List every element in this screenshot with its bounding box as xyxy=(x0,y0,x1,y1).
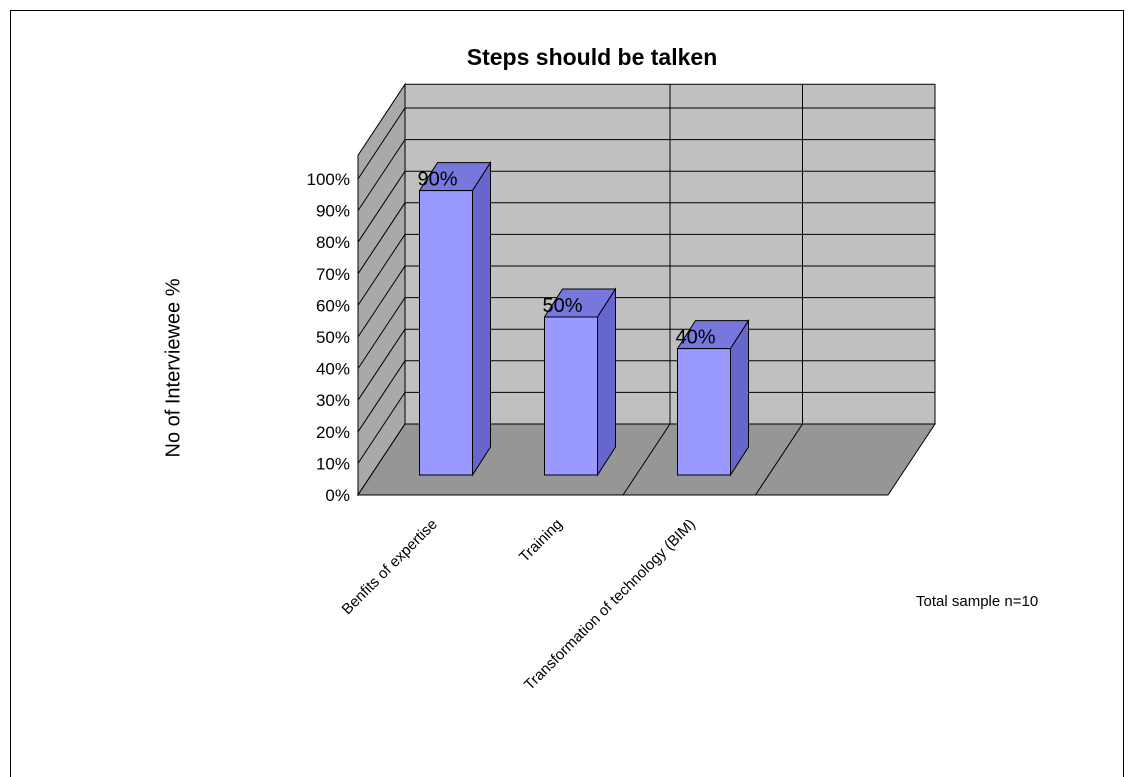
bar-side xyxy=(472,160,491,477)
gridline xyxy=(357,233,935,306)
y-tick-label: 80% xyxy=(316,233,350,252)
y-tick-label: 20% xyxy=(316,423,350,442)
y-tick-label: 30% xyxy=(316,391,350,410)
bar-data-label: 40% xyxy=(675,327,715,349)
y-axis-ticks: 0% 10% 20% 30% 40% 50% 60% 70% 80% 90% 100% xyxy=(307,170,350,505)
x-tick-label: Benfits of expertise xyxy=(339,516,441,618)
bar xyxy=(544,316,598,476)
chart-title: Steps should be talken xyxy=(466,44,718,70)
gridline xyxy=(357,360,935,433)
y-tick-label: 60% xyxy=(316,296,350,315)
category-divider xyxy=(755,423,803,496)
gridline xyxy=(357,202,935,275)
x-axis-ticks: Benfits of expertise TrainingTransformati… xyxy=(339,516,699,694)
y-axis-label: No of Interviewee % xyxy=(162,278,185,458)
y-tick-label: 90% xyxy=(316,202,350,221)
x-tick-label: Training xyxy=(516,516,566,566)
bar xyxy=(677,348,731,476)
y-tick-label: 100% xyxy=(307,170,350,189)
gridline xyxy=(357,391,935,464)
gridline xyxy=(357,328,935,401)
gridline xyxy=(357,265,935,338)
sample-size-note: Total sample n=10 xyxy=(916,593,1039,610)
y-tick-label: 0% xyxy=(325,486,350,505)
bars: 90% 50% 40% xyxy=(417,160,750,477)
gridline xyxy=(357,297,935,369)
bar-data-label: 50% xyxy=(542,295,582,317)
y-tick-label: 50% xyxy=(316,328,350,347)
gridlines xyxy=(357,84,935,496)
chart-floor xyxy=(357,423,936,496)
bar-data-label: 90% xyxy=(417,169,457,191)
y-tick-label: 40% xyxy=(316,360,350,379)
category-divider xyxy=(622,423,671,496)
y-tick-label: 10% xyxy=(316,454,350,473)
chart-frame xyxy=(10,10,1124,777)
y-tick-label: 70% xyxy=(316,265,350,284)
bar xyxy=(419,190,473,476)
bar-side xyxy=(730,318,749,477)
gridline xyxy=(357,170,935,243)
side-wall xyxy=(357,82,406,497)
gridline xyxy=(357,107,935,180)
bar-side xyxy=(597,287,616,477)
gridline xyxy=(357,139,935,211)
